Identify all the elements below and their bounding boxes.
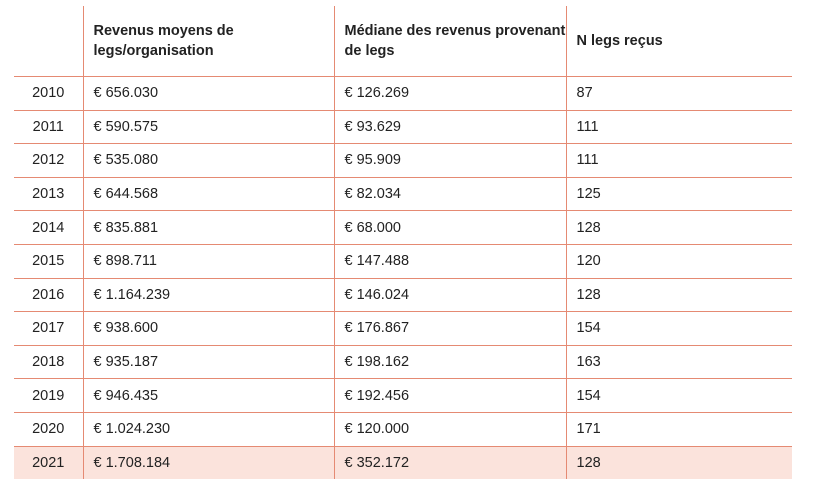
cell-year: 2010	[14, 76, 83, 111]
cell-year: 2014	[14, 210, 83, 245]
table-row: 2015 € 898.711 € 147.488 120	[14, 244, 792, 279]
table-row-highlighted: 2021 € 1.708.184 € 352.172 128	[14, 446, 792, 480]
cell-average-income: € 835.881	[82, 210, 334, 245]
cell-legacies-count: 111	[565, 143, 792, 178]
cell-legacies-count: 154	[565, 378, 792, 413]
cell-average-income: € 1.024.230	[82, 412, 334, 447]
legacy-income-table-container: Revenus moyens de legs/organisation Médi…	[14, 6, 792, 480]
cell-average-income: € 938.600	[82, 311, 334, 346]
cell-average-income: € 590.575	[82, 110, 334, 145]
cell-median-income: € 126.269	[333, 76, 566, 111]
cell-average-income: € 946.435	[82, 378, 334, 413]
cell-average-income: € 1.708.184	[82, 446, 334, 480]
header-median-income: Médiane des revenus provenant de legs	[333, 6, 566, 77]
cell-legacies-count: 87	[565, 76, 792, 111]
cell-median-income: € 147.488	[333, 244, 566, 279]
table-row: 2010 € 656.030 € 126.269 87	[14, 76, 792, 111]
cell-median-income: € 192.456	[333, 378, 566, 413]
table-row: 2018 € 935.187 € 198.162 163	[14, 345, 792, 380]
cell-average-income: € 1.164.239	[82, 278, 334, 313]
cell-average-income: € 656.030	[82, 76, 334, 111]
cell-median-income: € 95.909	[333, 143, 566, 178]
cell-average-income: € 644.568	[82, 177, 334, 212]
cell-average-income: € 935.187	[82, 345, 334, 380]
cell-legacies-count: 163	[565, 345, 792, 380]
cell-average-income: € 898.711	[82, 244, 334, 279]
cell-legacies-count: 128	[565, 278, 792, 313]
table-row: 2011 € 590.575 € 93.629 111	[14, 110, 792, 145]
header-year	[14, 6, 83, 77]
cell-legacies-count: 128	[565, 446, 792, 480]
cell-median-income: € 82.034	[333, 177, 566, 212]
cell-median-income: € 176.867	[333, 311, 566, 346]
table-row: 2019 € 946.435 € 192.456 154	[14, 378, 792, 413]
header-average-income: Revenus moyens de legs/organisation	[82, 6, 334, 77]
cell-legacies-count: 128	[565, 210, 792, 245]
cell-year: 2018	[14, 345, 83, 380]
cell-median-income: € 198.162	[333, 345, 566, 380]
cell-median-income: € 93.629	[333, 110, 566, 145]
cell-legacies-count: 154	[565, 311, 792, 346]
table-row: 2016 € 1.164.239 € 146.024 128	[14, 278, 792, 313]
cell-year: 2012	[14, 143, 83, 178]
cell-median-income: € 68.000	[333, 210, 566, 245]
table-row: 2014 € 835.881 € 68.000 128	[14, 210, 792, 245]
cell-median-income: € 120.000	[333, 412, 566, 447]
header-legacies-count: N legs reçus	[565, 6, 792, 77]
cell-year: 2020	[14, 412, 83, 447]
cell-year: 2021	[14, 446, 83, 480]
cell-year: 2013	[14, 177, 83, 212]
cell-median-income: € 352.172	[333, 446, 566, 480]
cell-year: 2019	[14, 378, 83, 413]
cell-legacies-count: 125	[565, 177, 792, 212]
cell-year: 2015	[14, 244, 83, 279]
cell-legacies-count: 120	[565, 244, 792, 279]
cell-year: 2011	[14, 110, 83, 145]
table-row: 2012 € 535.080 € 95.909 111	[14, 143, 792, 178]
cell-year: 2017	[14, 311, 83, 346]
table-header-row: Revenus moyens de legs/organisation Médi…	[14, 6, 792, 77]
legacy-income-table: Revenus moyens de legs/organisation Médi…	[14, 6, 792, 480]
table-row: 2017 € 938.600 € 176.867 154	[14, 311, 792, 346]
cell-median-income: € 146.024	[333, 278, 566, 313]
table-row: 2020 € 1.024.230 € 120.000 171	[14, 412, 792, 447]
cell-legacies-count: 171	[565, 412, 792, 447]
table-row: 2013 € 644.568 € 82.034 125	[14, 177, 792, 212]
cell-year: 2016	[14, 278, 83, 313]
cell-legacies-count: 111	[565, 110, 792, 145]
cell-average-income: € 535.080	[82, 143, 334, 178]
